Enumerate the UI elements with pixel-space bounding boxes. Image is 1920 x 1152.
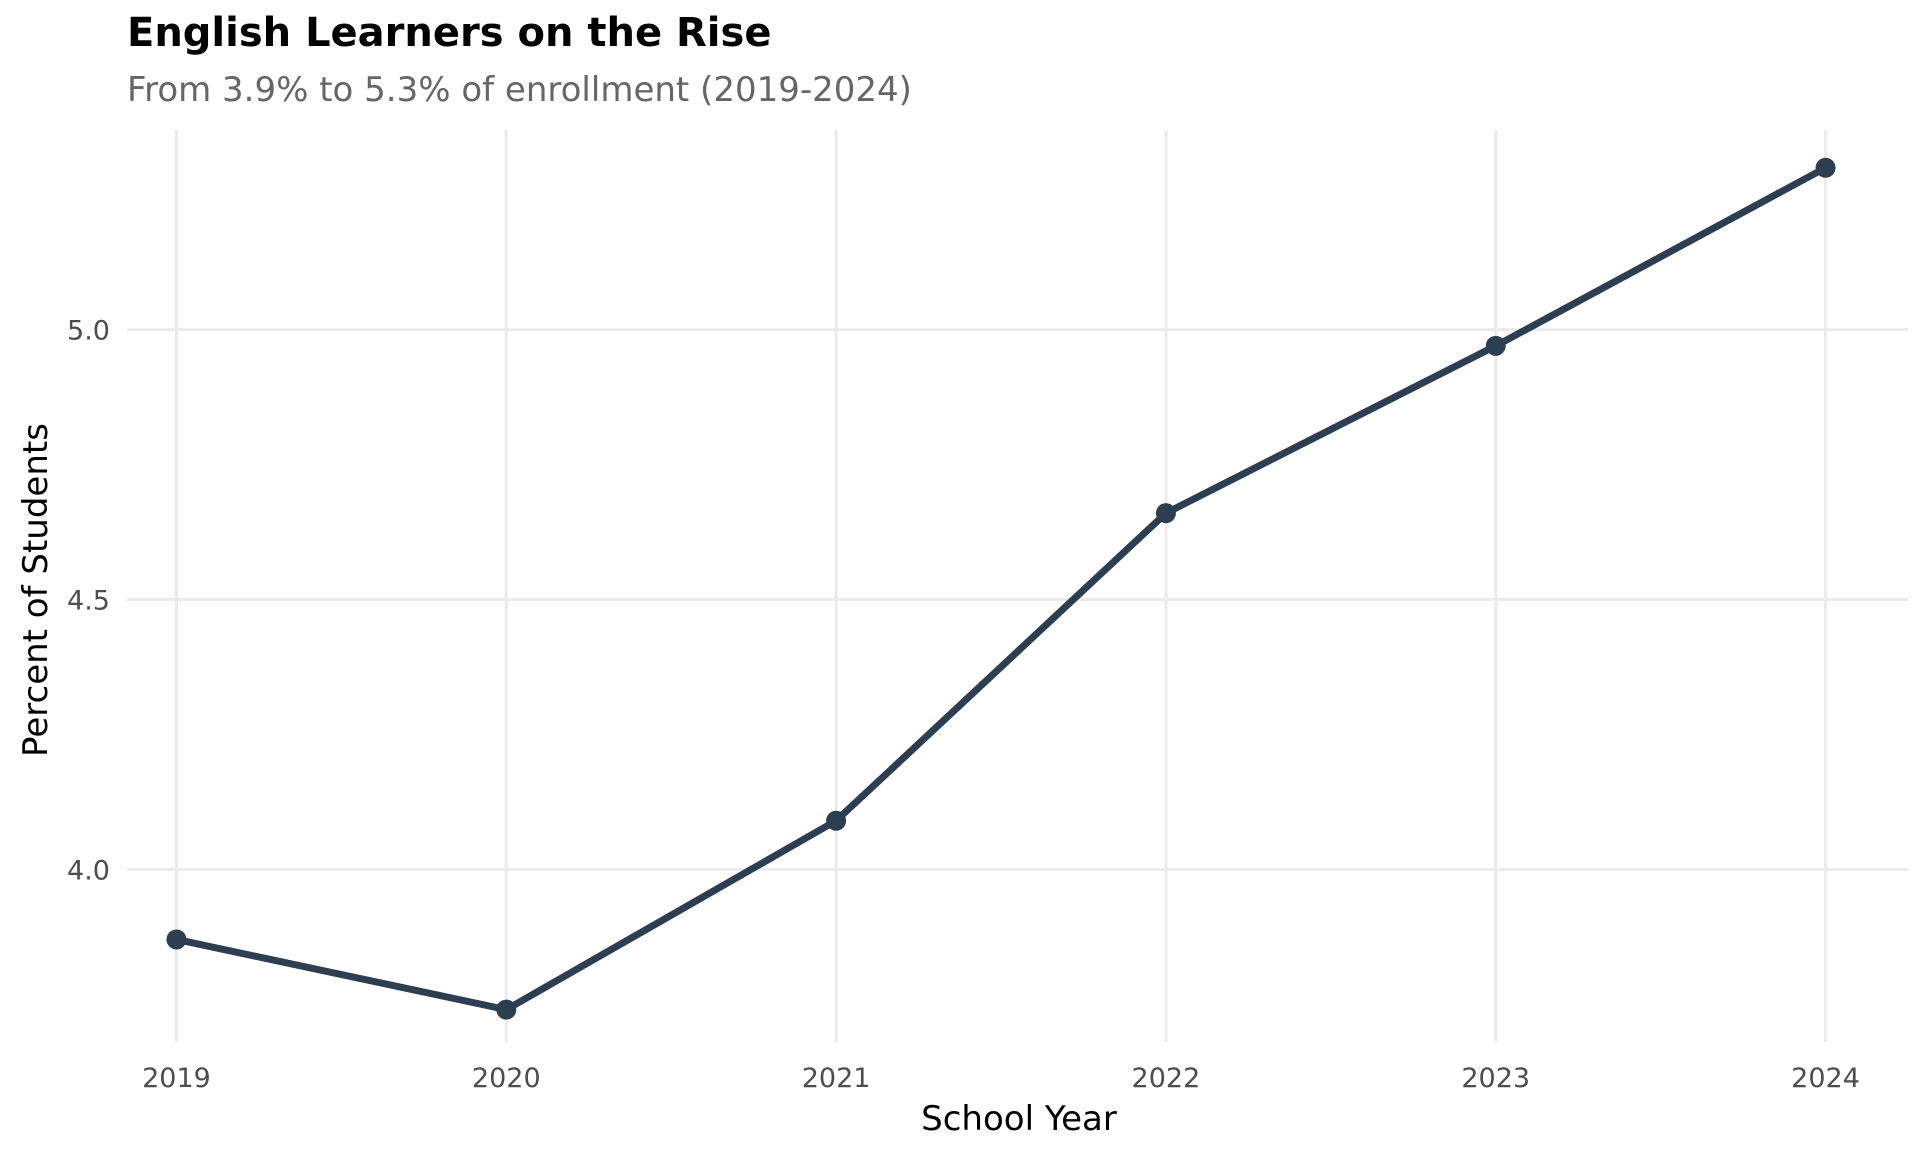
x-tick-label: 2022 xyxy=(1132,1063,1201,1094)
data-point xyxy=(826,810,847,831)
data-point xyxy=(1815,157,1836,178)
chart-title: English Learners on the Rise xyxy=(127,10,772,56)
y-axis-title: Percent of Students xyxy=(16,423,56,757)
y-tick-label: 5.0 xyxy=(67,316,110,347)
data-series xyxy=(166,157,1836,1020)
x-tick-label: 2023 xyxy=(1461,1063,1530,1094)
series-line xyxy=(172,164,1830,1014)
x-tick-label: 2020 xyxy=(472,1063,541,1094)
x-tick-label: 2019 xyxy=(142,1063,211,1094)
y-tick-label: 4.0 xyxy=(67,855,110,886)
data-point xyxy=(1155,503,1176,524)
data-point xyxy=(1485,335,1506,356)
grid-lines xyxy=(127,130,1908,1042)
data-point xyxy=(496,999,517,1020)
chart-subtitle: From 3.9% to 5.3% of enrollment (2019-20… xyxy=(127,70,912,110)
x-tick-label: 2024 xyxy=(1791,1063,1860,1094)
y-tick-label: 4.5 xyxy=(67,585,110,616)
x-axis-title: School Year xyxy=(921,1099,1117,1139)
x-tick-label: 2021 xyxy=(802,1063,871,1094)
data-point xyxy=(166,929,187,950)
axes: 2019 2020 2021 2022 2023 2024 4.0 4.5 5.0 xyxy=(67,316,1860,1094)
